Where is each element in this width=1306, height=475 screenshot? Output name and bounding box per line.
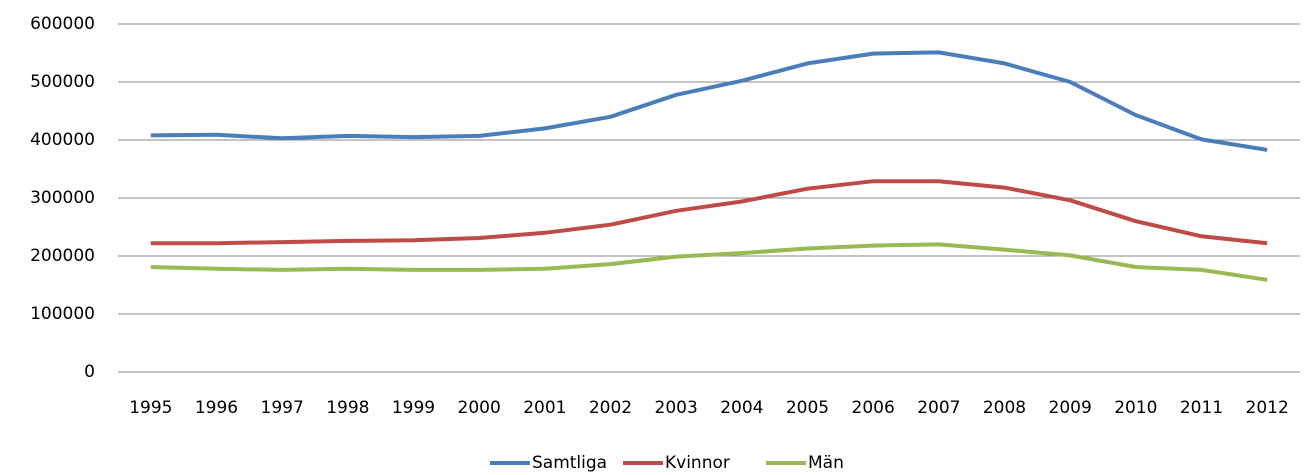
x-tick-label: 1995 bbox=[129, 398, 172, 418]
x-tick-label: 2008 bbox=[983, 398, 1026, 418]
legend-label: Män bbox=[808, 453, 844, 473]
x-tick-label: 2011 bbox=[1180, 398, 1223, 418]
x-tick-label: 2002 bbox=[589, 398, 632, 418]
x-tick-label: 2010 bbox=[1114, 398, 1157, 418]
x-tick-label: 2001 bbox=[523, 398, 566, 418]
series-line bbox=[150, 50, 1268, 152]
y-tick-label: 0 bbox=[84, 362, 95, 382]
x-tick-label: 2004 bbox=[720, 398, 763, 418]
y-tick-label: 300000 bbox=[30, 188, 95, 208]
legend-label: Kvinnor bbox=[665, 453, 730, 473]
x-tick-label: 2006 bbox=[852, 398, 895, 418]
y-tick-label: 500000 bbox=[30, 72, 95, 92]
legend-label: Samtliga bbox=[532, 453, 607, 473]
x-tick-label: 2000 bbox=[458, 398, 501, 418]
x-tick-label: 2003 bbox=[655, 398, 698, 418]
y-tick-label: 600000 bbox=[30, 14, 95, 34]
y-tick-label: 100000 bbox=[30, 304, 95, 324]
x-tick-label: 2012 bbox=[1246, 398, 1289, 418]
x-tick-label: 1999 bbox=[392, 398, 435, 418]
series-line bbox=[150, 179, 1268, 246]
x-tick-label: 2007 bbox=[917, 398, 960, 418]
x-tick-label: 2005 bbox=[786, 398, 829, 418]
x-tick-label: 1996 bbox=[195, 398, 238, 418]
y-tick-label: 400000 bbox=[30, 130, 95, 150]
x-tick-label: 2009 bbox=[1049, 398, 1092, 418]
x-tick-label: 1997 bbox=[261, 398, 304, 418]
series-line bbox=[150, 242, 1268, 282]
y-tick-label: 200000 bbox=[30, 246, 95, 266]
x-tick-label: 1998 bbox=[326, 398, 369, 418]
